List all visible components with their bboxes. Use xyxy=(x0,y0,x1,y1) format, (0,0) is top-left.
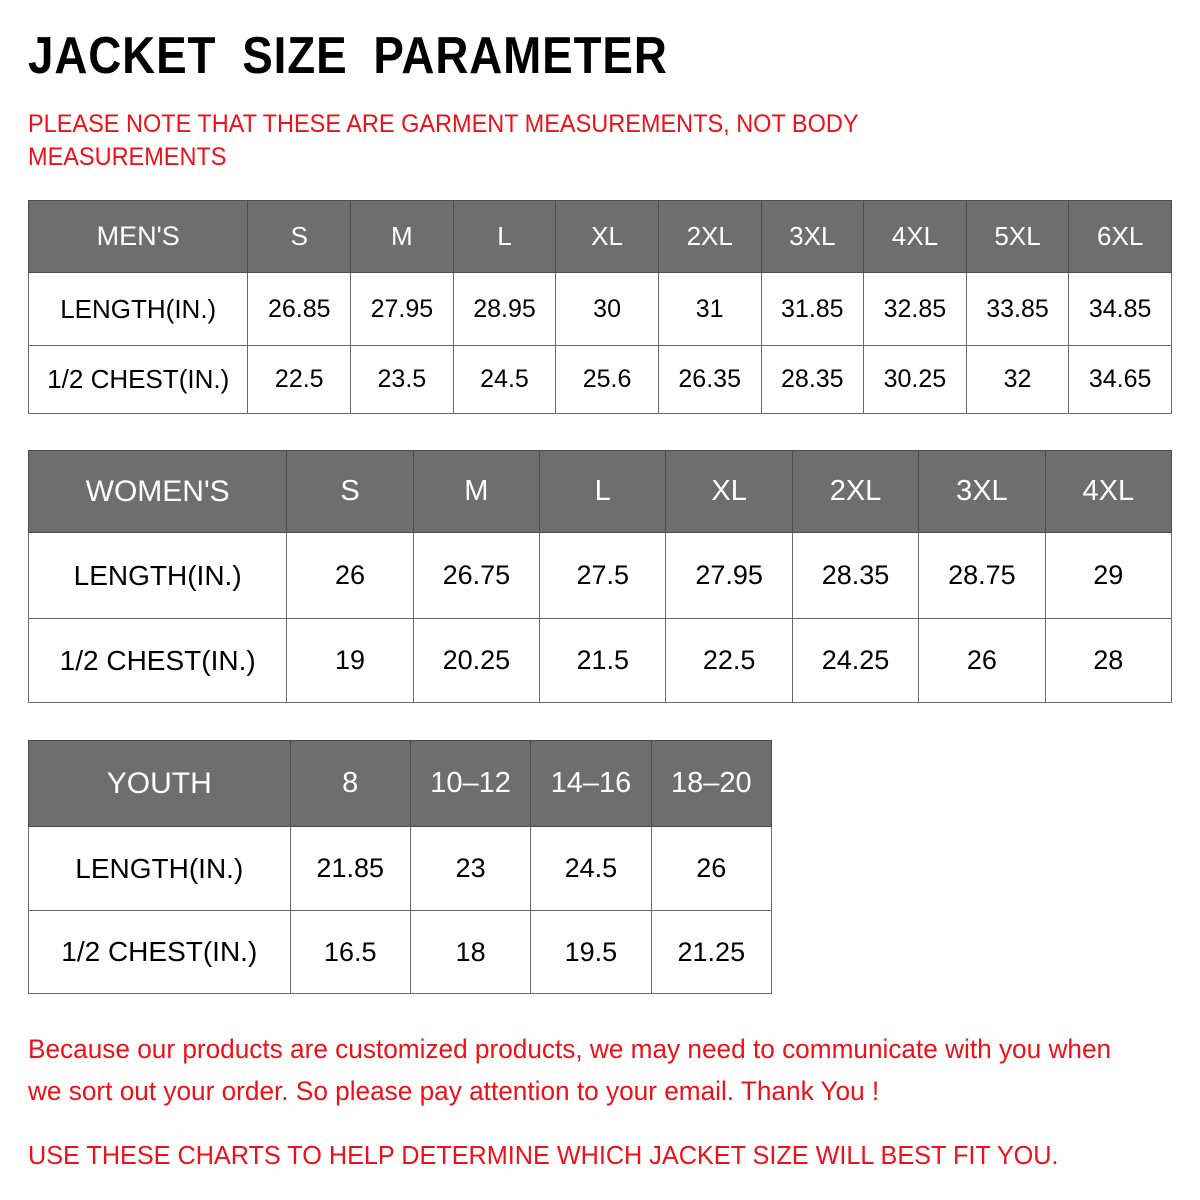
cell-mens-0-1: 27.95 xyxy=(350,272,454,346)
column-header-youth-3: 18–20 xyxy=(650,740,773,827)
womens-table-body: LENGTH(IN.) 26 26.75 27.5 27.95 28.35 28.75 29 1… xyxy=(27,532,1173,703)
womens-size-table: WOMEN'S S M L XL 2XL 3XL 4XL LENGTH(IN.) 26 26.75… xyxy=(27,450,1173,703)
cell-mens-1-6: 30.25 xyxy=(863,345,967,414)
row-label-womens-1: 1/2 CHEST(IN.) xyxy=(27,618,288,703)
table-header-row: MEN'S S M L XL 2XL 3XL 4XL 5XL 6XL xyxy=(27,200,1172,273)
cell-mens-1-7: 32 xyxy=(965,345,1070,414)
cell-womens-1-0: 19 xyxy=(286,618,414,703)
youth-size-table: YOUTH 8 10–12 14–16 18–20 LENGTH(IN.) 21.85 23… xyxy=(28,740,773,994)
cell-mens-0-0: 26.85 xyxy=(247,272,352,346)
table-row: LENGTH(IN.) 26.85 27.95 28.95 30 31 31.85 32.85… xyxy=(27,272,1172,346)
cell-mens-1-8: 34.65 xyxy=(1068,345,1172,414)
cell-mens-1-3: 25.6 xyxy=(555,345,659,414)
cell-mens-1-2: 24.5 xyxy=(452,345,557,414)
cell-youth-0-3: 26 xyxy=(650,826,773,911)
table-row: LENGTH(IN.) 21.85 23 24.5 26 xyxy=(28,826,773,911)
cell-mens-0-8: 34.85 xyxy=(1068,272,1172,346)
table-header-row: WOMEN'S S M L XL 2XL 3XL 4XL xyxy=(27,450,1173,533)
column-header-womens-5: 3XL xyxy=(918,450,1046,533)
column-header-youth-0: 8 xyxy=(289,740,411,827)
column-header-womens-1: M xyxy=(412,450,541,533)
footer-chart-usage-note: USE THESE CHARTS TO HELP DETERMINE WHICH… xyxy=(28,1140,1059,1170)
cell-womens-0-4: 28.35 xyxy=(791,532,920,619)
page-title: JACKET SIZE PARAMETER xyxy=(28,27,668,85)
cell-womens-1-6: 28 xyxy=(1044,618,1173,703)
cell-mens-0-5: 31.85 xyxy=(760,272,865,346)
column-header-mens-6: 4XL xyxy=(863,200,967,273)
cell-youth-0-2: 24.5 xyxy=(530,826,652,911)
cell-womens-0-2: 27.5 xyxy=(539,532,667,619)
row-label-youth-0: LENGTH(IN.) xyxy=(28,826,291,911)
youth-table-head: YOUTH 8 10–12 14–16 18–20 xyxy=(28,740,773,827)
column-header-womens-4: 2XL xyxy=(791,450,920,533)
youth-table-body: LENGTH(IN.) 21.85 23 24.5 26 1/2 CHEST(IN.) 16… xyxy=(28,826,773,994)
cell-womens-1-4: 24.25 xyxy=(791,618,920,703)
cell-youth-1-3: 21.25 xyxy=(650,910,773,994)
cell-mens-0-3: 30 xyxy=(555,272,659,346)
cell-mens-1-5: 28.35 xyxy=(760,345,865,414)
cell-mens-0-7: 33.85 xyxy=(965,272,1070,346)
cell-womens-0-1: 26.75 xyxy=(412,532,541,619)
column-header-mens-0: S xyxy=(247,200,352,273)
table-row: 1/2 CHEST(IN.) 16.5 18 19.5 21.25 xyxy=(28,910,773,994)
cell-womens-0-3: 27.95 xyxy=(665,532,793,619)
cell-youth-0-0: 21.85 xyxy=(289,826,411,911)
cell-womens-1-3: 22.5 xyxy=(665,618,793,703)
column-header-mens-8: 6XL xyxy=(1068,200,1172,273)
womens-table-head: WOMEN'S S M L XL 2XL 3XL 4XL xyxy=(27,450,1173,533)
table-row: 1/2 CHEST(IN.) 22.5 23.5 24.5 25.6 26.35 28.35… xyxy=(27,345,1172,414)
cell-mens-0-6: 32.85 xyxy=(863,272,967,346)
cell-youth-1-2: 19.5 xyxy=(530,910,652,994)
column-header-womens-2: L xyxy=(539,450,667,533)
mens-table-body: LENGTH(IN.) 26.85 27.95 28.95 30 31 31.85 32.85… xyxy=(27,272,1172,414)
column-header-mens-5: 3XL xyxy=(760,200,865,273)
cell-womens-0-6: 29 xyxy=(1044,532,1173,619)
cell-womens-1-2: 21.5 xyxy=(539,618,667,703)
column-header-mens-1: M xyxy=(350,200,454,273)
column-header-mens-3: XL xyxy=(555,200,659,273)
column-header-mens-7: 5XL xyxy=(965,200,1070,273)
cell-youth-1-1: 18 xyxy=(409,910,532,994)
column-header-mens-2: L xyxy=(452,200,557,273)
womens-table-title-cell: WOMEN'S xyxy=(27,450,288,533)
cell-youth-0-1: 23 xyxy=(409,826,532,911)
table-row: 1/2 CHEST(IN.) 19 20.25 21.5 22.5 24.25 26 28 xyxy=(27,618,1173,703)
cell-womens-0-0: 26 xyxy=(286,532,414,619)
table-row: LENGTH(IN.) 26 26.75 27.5 27.95 28.35 28.75 29 xyxy=(27,532,1173,619)
row-label-womens-0: LENGTH(IN.) xyxy=(27,532,288,619)
row-label-mens-1: 1/2 CHEST(IN.) xyxy=(27,345,249,414)
cell-womens-1-5: 26 xyxy=(918,618,1046,703)
table-header-row: YOUTH 8 10–12 14–16 18–20 xyxy=(28,740,773,827)
mens-table-head: MEN'S S M L XL 2XL 3XL 4XL 5XL 6XL xyxy=(27,200,1172,273)
column-header-womens-0: S xyxy=(286,450,414,533)
cell-mens-1-0: 22.5 xyxy=(247,345,352,414)
row-label-mens-0: LENGTH(IN.) xyxy=(27,272,249,346)
footer-notes: Because our products are customized prod… xyxy=(28,1028,1178,1172)
garment-measurement-note: PLEASE NOTE THAT THESE ARE GARMENT MEASU… xyxy=(28,110,859,171)
row-label-youth-1: 1/2 CHEST(IN.) xyxy=(28,910,291,994)
cell-mens-1-4: 26.35 xyxy=(657,345,762,414)
cell-womens-0-5: 28.75 xyxy=(918,532,1046,619)
mens-size-table: MEN'S S M L XL 2XL 3XL 4XL 5XL 6XL LENGTH(IN.) 26.… xyxy=(27,200,1172,414)
cell-mens-0-2: 28.95 xyxy=(452,272,557,346)
column-header-youth-2: 14–16 xyxy=(530,740,652,827)
youth-table-title-cell: YOUTH xyxy=(28,740,291,827)
mens-table-title-cell: MEN'S xyxy=(27,200,249,273)
cell-youth-1-0: 16.5 xyxy=(289,910,411,994)
cell-mens-1-1: 23.5 xyxy=(350,345,454,414)
footer-customization-note: Because our products are customized prod… xyxy=(28,1034,1112,1106)
cell-mens-0-4: 31 xyxy=(657,272,762,346)
column-header-womens-6: 4XL xyxy=(1044,450,1173,533)
cell-womens-1-1: 20.25 xyxy=(412,618,541,703)
column-header-youth-1: 10–12 xyxy=(409,740,532,827)
column-header-mens-4: 2XL xyxy=(657,200,762,273)
column-header-womens-3: XL xyxy=(665,450,793,533)
